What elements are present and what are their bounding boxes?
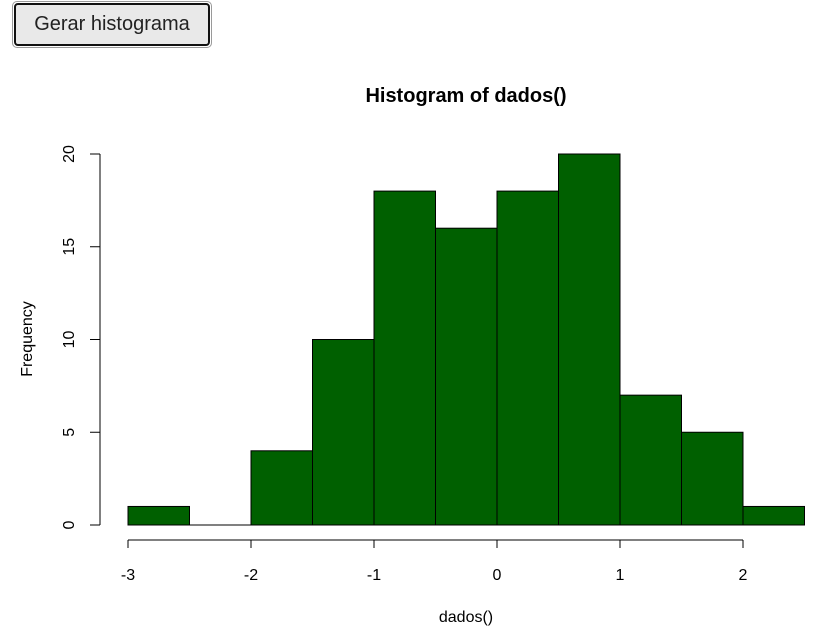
y-axis: 0 5 10 15 20 — [61, 145, 101, 529]
x-tick-label: 2 — [739, 567, 748, 584]
y-tick-label: 5 — [61, 428, 78, 437]
x-tick-label: 0 — [493, 567, 502, 584]
y-tick-label: 0 — [61, 520, 78, 529]
x-axis: -3 -2 -1 0 1 2 — [121, 539, 748, 584]
histogram-bar-0 — [127, 505, 190, 526]
histogram-bar-10 — [742, 505, 805, 526]
bars-group — [127, 153, 805, 526]
generate-button-focus-ring: Gerar histograma — [12, 1, 212, 48]
x-tick-label: 1 — [616, 567, 625, 584]
y-tick-label: 10 — [61, 331, 78, 349]
histogram-bar-6 — [496, 190, 559, 526]
y-tick-label: 15 — [61, 238, 78, 256]
y-axis-label: Frequency — [19, 301, 36, 377]
x-axis-label: dados() — [439, 609, 493, 626]
histogram-bar-8 — [619, 394, 682, 526]
generate-histogram-button[interactable]: Gerar histograma — [14, 3, 210, 46]
x-tick-label: -3 — [121, 567, 135, 584]
histogram-bar-4 — [373, 190, 436, 526]
histogram-bar-3 — [312, 339, 375, 526]
x-tick-label: -2 — [244, 567, 258, 584]
histogram-bar-7 — [558, 153, 621, 526]
histogram-bar-9 — [681, 431, 744, 526]
histogram-bar-5 — [435, 227, 498, 526]
histogram-bar-2 — [250, 450, 313, 526]
y-tick-label: 20 — [61, 145, 78, 163]
x-tick-label: -1 — [367, 567, 381, 584]
chart-title: Histogram of dados() — [365, 85, 566, 107]
